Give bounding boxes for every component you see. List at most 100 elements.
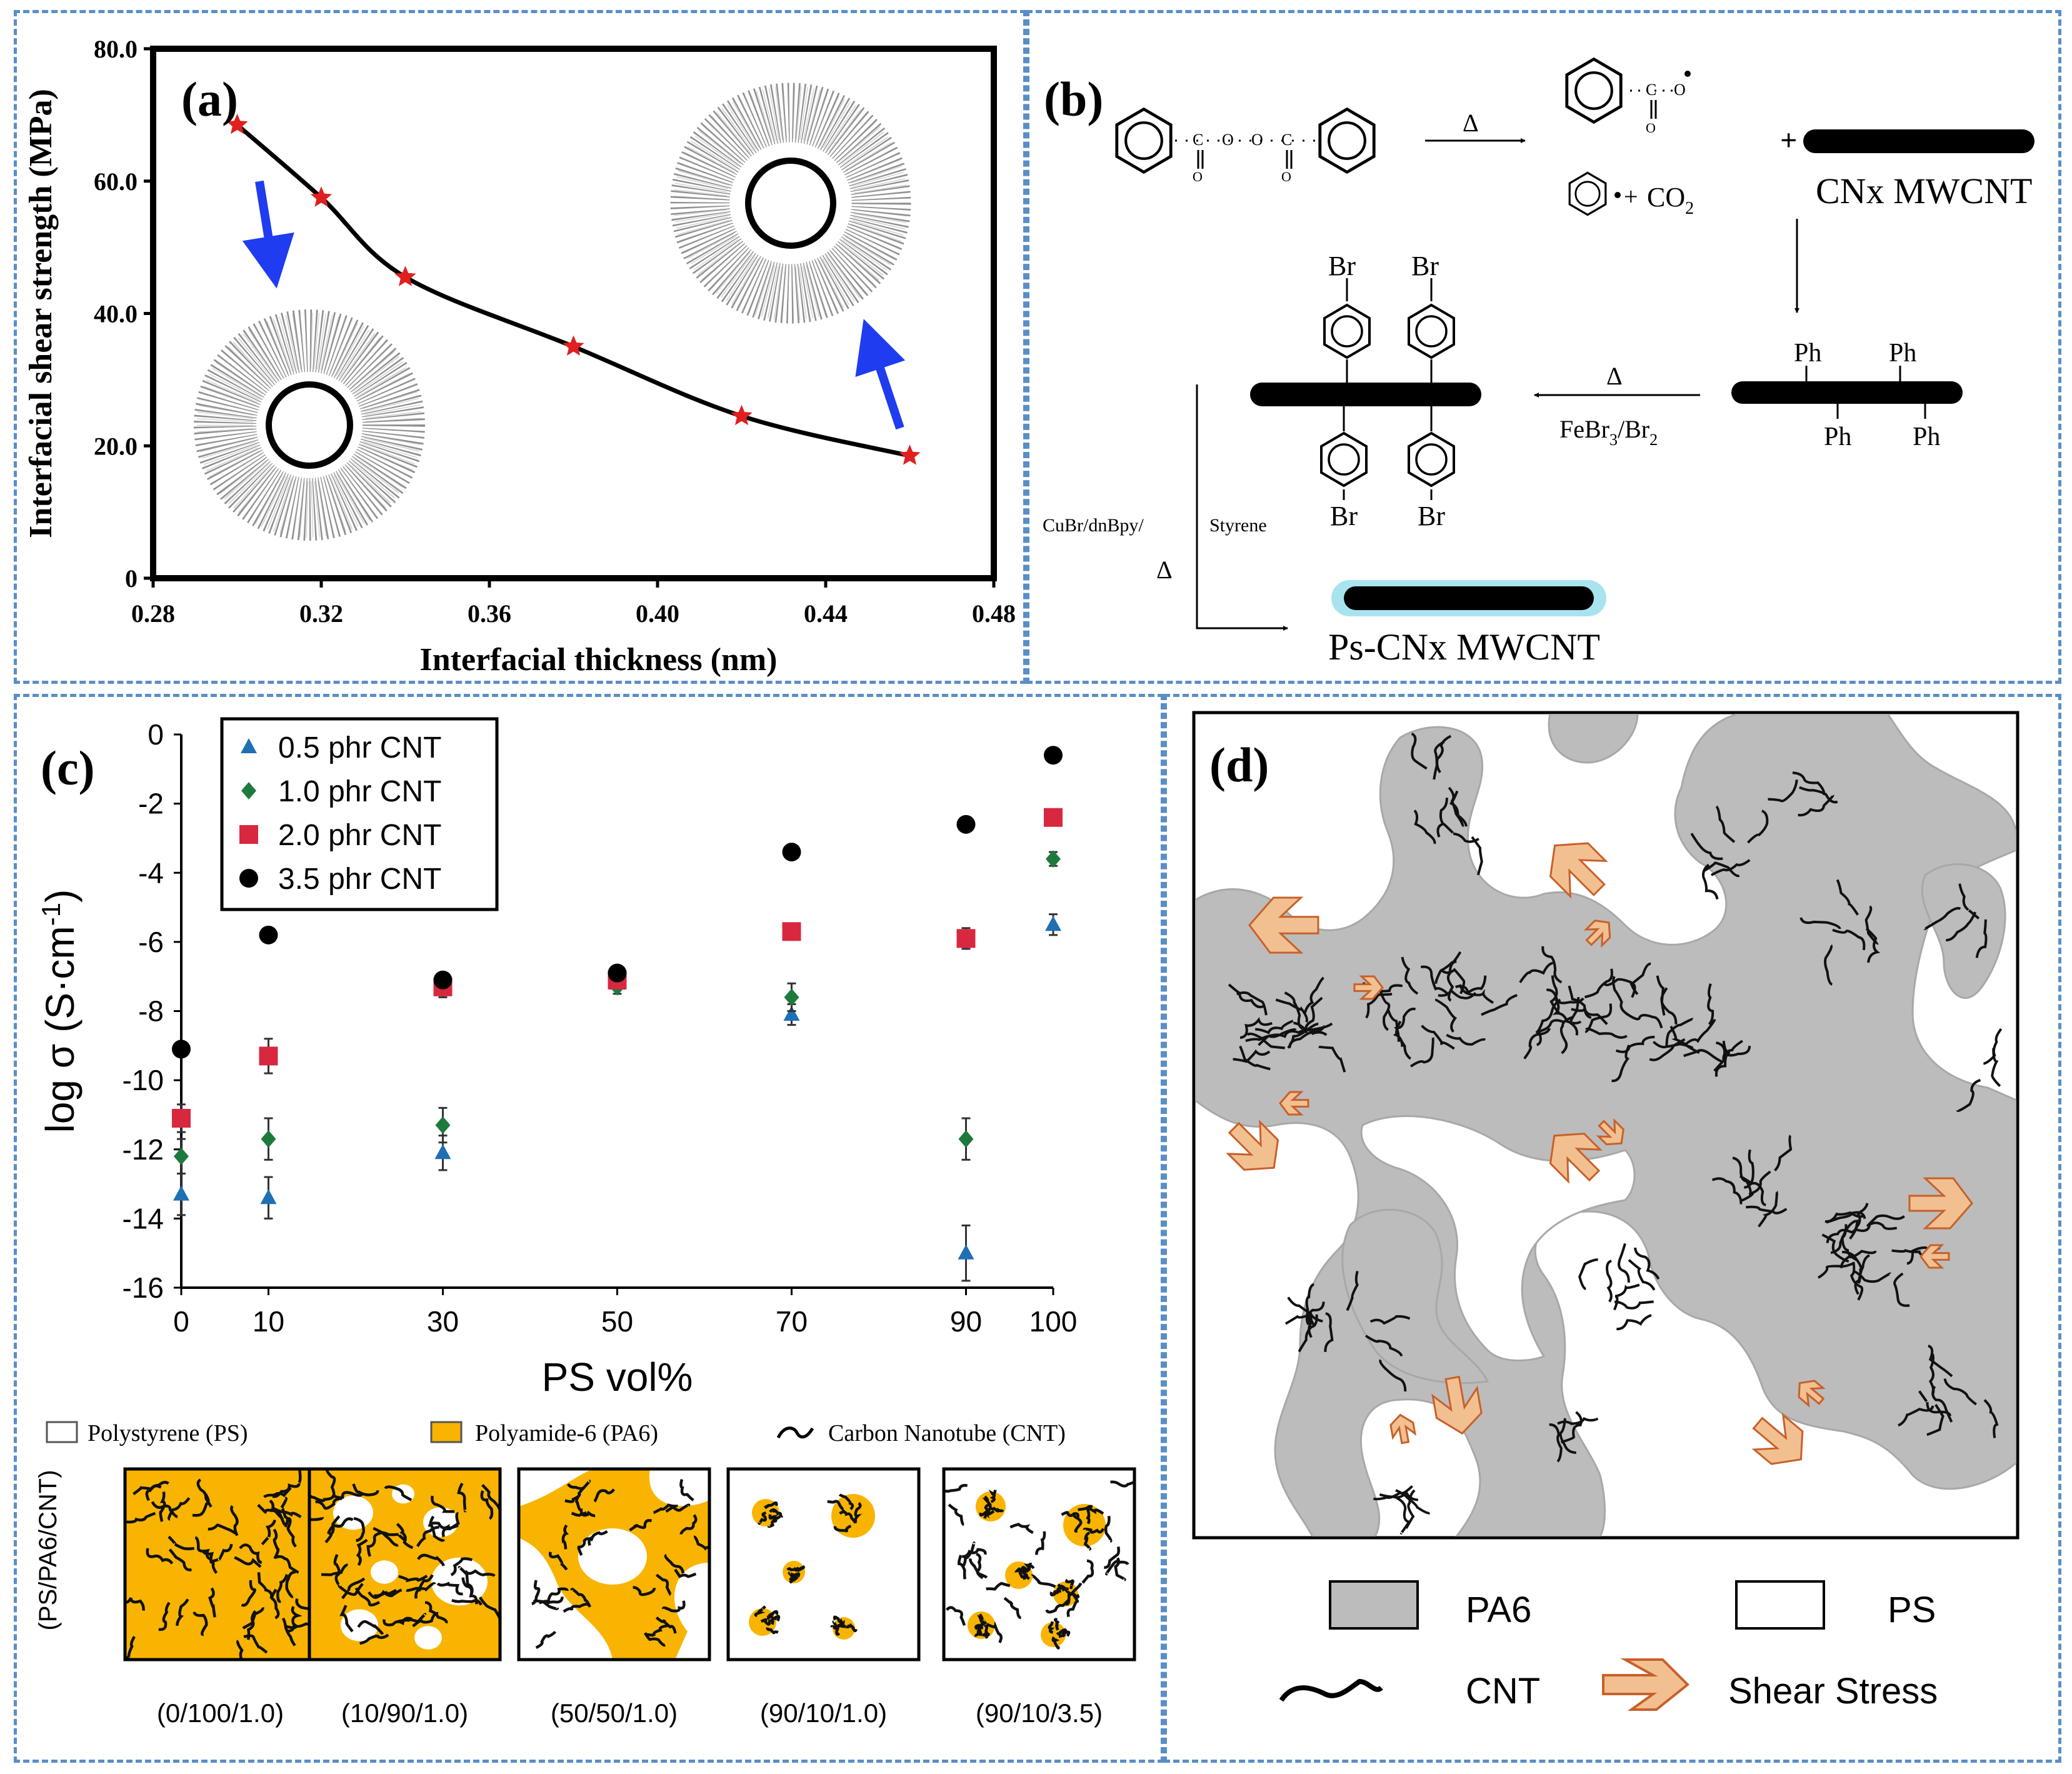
cnt-strand bbox=[1928, 1345, 1953, 1378]
cnt-strand bbox=[1768, 779, 1798, 803]
cnt-strand bbox=[1958, 883, 1980, 920]
cnt-strand bbox=[1975, 919, 1988, 958]
cnt-strand bbox=[1239, 1045, 1271, 1071]
composition-label: (50/50/1.0) bbox=[551, 1698, 678, 1728]
cnt-strand bbox=[1611, 1045, 1631, 1083]
cnt-strand bbox=[1826, 1220, 1859, 1243]
cnt-strand bbox=[1568, 985, 1592, 1020]
arrow-l bbox=[1196, 384, 1288, 631]
legend-pa6-label: Polyamide-6 (PA6) bbox=[475, 1420, 658, 1446]
cnt-strand bbox=[1841, 1224, 1858, 1261]
marker-diamond bbox=[174, 1147, 189, 1165]
marker-circle bbox=[608, 963, 627, 983]
cnt-strand bbox=[1560, 1411, 1583, 1444]
delta-1: Δ bbox=[1463, 109, 1479, 137]
marker-square bbox=[956, 929, 976, 948]
cnt-strand bbox=[1379, 991, 1391, 1031]
cnt-strand bbox=[1298, 1314, 1318, 1353]
panel-b-label: (b) bbox=[1044, 72, 1103, 126]
composition-label: (0/100/1.0) bbox=[157, 1698, 284, 1728]
cnt-strand bbox=[1946, 911, 1977, 941]
composition-label: (90/10/1.0) bbox=[760, 1698, 887, 1728]
legend-entry: 3.5 phr CNT bbox=[278, 863, 441, 896]
x-tick-label: 90 bbox=[950, 1305, 982, 1338]
cnt-strand bbox=[1318, 1045, 1346, 1073]
cnt-icon bbox=[776, 1426, 814, 1439]
x-tick-label: 0.48 bbox=[972, 599, 1016, 628]
cnt-strand bbox=[1866, 1214, 1905, 1228]
marker-circle bbox=[433, 970, 453, 990]
legend-box bbox=[220, 717, 499, 911]
cnt-strand bbox=[1584, 1003, 1613, 1033]
y-tick-label: 40.0 bbox=[94, 300, 138, 328]
data-point-star bbox=[731, 404, 753, 426]
y-tick-label: -14 bbox=[123, 1202, 164, 1235]
shear-arrow bbox=[1798, 1380, 1826, 1408]
cnt-strand bbox=[1826, 1211, 1866, 1224]
cnt-strand bbox=[1741, 1170, 1771, 1202]
cnt-strand bbox=[1411, 732, 1428, 770]
cnt-strand bbox=[1836, 879, 1859, 916]
morphology-schematic bbox=[726, 1467, 921, 1661]
cnt-strand bbox=[1799, 917, 1841, 930]
y-tick-label: -2 bbox=[138, 788, 164, 820]
cnt-strand bbox=[1401, 956, 1419, 995]
phenyl-radical bbox=[1568, 171, 1621, 216]
cnt-strand bbox=[1625, 1012, 1663, 1029]
cnt-strand bbox=[1926, 1404, 1944, 1436]
y-tick-label: -4 bbox=[138, 856, 164, 889]
x-tick-label: 0 bbox=[173, 1305, 189, 1338]
cnt-strand bbox=[1409, 1037, 1434, 1068]
svg-text:O: O bbox=[1674, 81, 1686, 99]
cnt-strand bbox=[1606, 1260, 1613, 1303]
panel-a-label: (a) bbox=[181, 72, 238, 126]
marker-square bbox=[259, 1046, 278, 1066]
delta-2: Δ bbox=[1606, 362, 1623, 390]
cnt-strand bbox=[1656, 975, 1666, 1016]
cnt-strand bbox=[1571, 1008, 1608, 1025]
co2: CO2 bbox=[1647, 182, 1694, 218]
cnt-strand bbox=[1379, 1359, 1407, 1392]
cnt-strand bbox=[1864, 905, 1879, 945]
marker-triangle bbox=[1045, 916, 1061, 931]
styrene-label: Styrene bbox=[1209, 515, 1267, 536]
x-tick-label: 30 bbox=[427, 1305, 459, 1338]
cnt-strand bbox=[1983, 1028, 2003, 1065]
y-tick-label: -6 bbox=[138, 926, 164, 958]
delta-3: Δ bbox=[1156, 556, 1173, 584]
cnt-strand bbox=[1613, 1283, 1640, 1311]
cnt-strand bbox=[1303, 976, 1324, 1015]
svg-text:O: O bbox=[1251, 131, 1263, 149]
svg-text:Ph: Ph bbox=[1889, 339, 1916, 368]
x-tick-label: 0.36 bbox=[468, 599, 511, 628]
y-axis-label: Interfacial shear strength (MPa) bbox=[23, 89, 59, 538]
morphology-schematic bbox=[123, 1467, 318, 1661]
shear-arrow bbox=[1751, 1413, 1804, 1465]
panel-d-frame bbox=[1164, 694, 2061, 1763]
cnt-strand bbox=[1255, 1020, 1294, 1035]
y-tick-label: -8 bbox=[138, 995, 164, 1028]
y-tick-label: -16 bbox=[123, 1271, 164, 1304]
cnt-strand bbox=[1394, 1008, 1416, 1042]
marker-diamond bbox=[784, 988, 799, 1006]
legend-pa6-swatch bbox=[1329, 1580, 1419, 1630]
cnt-strand bbox=[1535, 998, 1561, 1035]
cnt-strand bbox=[1455, 975, 1487, 995]
cnt-strand bbox=[1628, 1259, 1656, 1291]
cnt-strand bbox=[1653, 1041, 1694, 1050]
cnt-strand bbox=[1629, 962, 1651, 998]
ps-swatch bbox=[46, 1421, 78, 1443]
y-tick-label: 0 bbox=[125, 564, 138, 593]
cnt-strand bbox=[1421, 1025, 1455, 1050]
legend-marker-triangle bbox=[241, 738, 257, 753]
legend-shear: Shear Stress bbox=[1728, 1671, 1938, 1711]
legend-entry: 1.0 phr CNT bbox=[278, 775, 441, 808]
cnt-strand bbox=[1584, 968, 1613, 999]
cnt-strand bbox=[1536, 1019, 1565, 1046]
cnt-strand bbox=[1287, 1296, 1316, 1328]
cnt-strand bbox=[1758, 1191, 1778, 1228]
